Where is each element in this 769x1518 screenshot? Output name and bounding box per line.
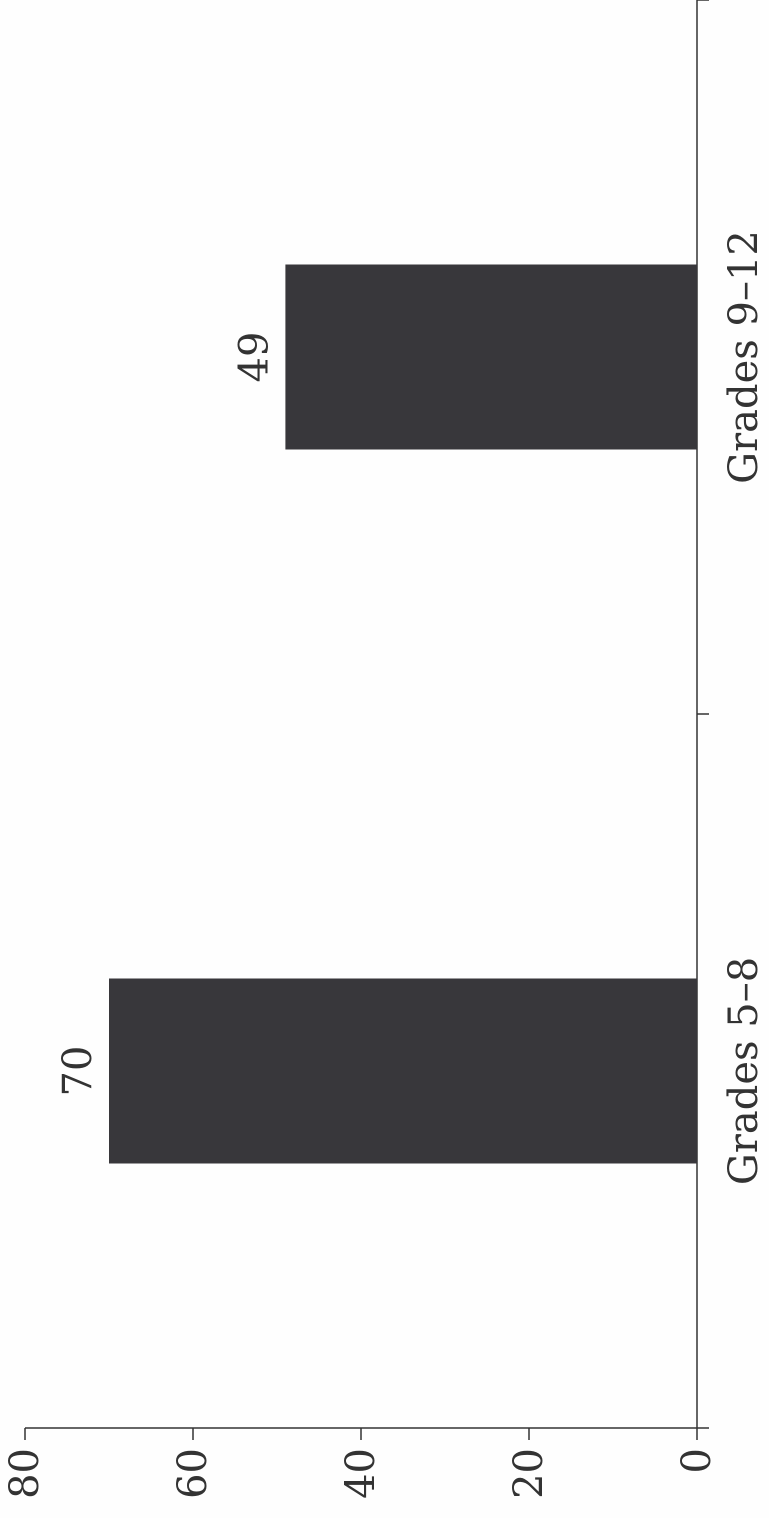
y-tick-label: 0	[674, 1448, 720, 1473]
chart-labels: 0 20 40 60 80 70 Grades 5–8 49 Grades 9–12	[2, 230, 767, 1499]
bar	[109, 978, 697, 1164]
y-tick-label: 20	[506, 1448, 552, 1499]
bar-value-label: 70	[55, 1046, 101, 1097]
y-tick-label: 60	[170, 1448, 216, 1499]
y-tick-label: 40	[338, 1448, 384, 1499]
category-label: Grades 9–12	[721, 230, 767, 484]
bar-value-label: 49	[231, 332, 277, 383]
chart-bars	[109, 264, 697, 1164]
bar	[285, 264, 697, 450]
chart-axes	[24, 0, 709, 1440]
y-tick-label: 80	[2, 1448, 48, 1499]
category-label: Grades 5–8	[721, 957, 767, 1185]
